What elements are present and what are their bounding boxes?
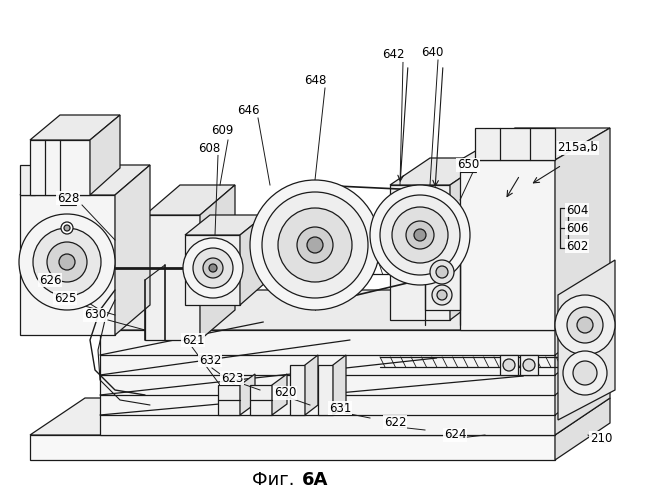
Text: 640: 640 <box>421 46 443 59</box>
Polygon shape <box>240 374 255 415</box>
Circle shape <box>203 258 223 278</box>
Circle shape <box>430 260 454 284</box>
Text: 6А: 6А <box>302 471 328 489</box>
Polygon shape <box>555 128 610 330</box>
Polygon shape <box>20 165 55 195</box>
Polygon shape <box>460 160 555 330</box>
Circle shape <box>406 221 434 249</box>
Text: 215a,b: 215a,b <box>557 142 598 154</box>
Circle shape <box>262 192 368 298</box>
Polygon shape <box>558 260 615 420</box>
Circle shape <box>64 225 70 231</box>
Circle shape <box>370 185 470 285</box>
Polygon shape <box>390 158 490 185</box>
Polygon shape <box>185 235 240 305</box>
Text: 210: 210 <box>590 432 612 444</box>
Text: 602: 602 <box>566 240 589 252</box>
Circle shape <box>209 264 217 272</box>
Polygon shape <box>145 215 200 340</box>
Text: 624: 624 <box>444 428 466 442</box>
Text: 626: 626 <box>39 274 62 286</box>
Circle shape <box>47 242 87 282</box>
Text: 622: 622 <box>384 416 406 428</box>
Circle shape <box>437 290 447 300</box>
Circle shape <box>503 359 515 371</box>
Polygon shape <box>20 165 150 195</box>
Circle shape <box>577 317 593 333</box>
Text: 623: 623 <box>221 372 243 384</box>
Circle shape <box>307 237 323 253</box>
Circle shape <box>414 229 426 241</box>
Polygon shape <box>318 365 333 415</box>
Polygon shape <box>20 195 115 335</box>
Polygon shape <box>30 435 555 460</box>
Circle shape <box>563 351 607 395</box>
Circle shape <box>432 285 452 305</box>
Text: 642: 642 <box>382 48 404 62</box>
Polygon shape <box>218 385 240 415</box>
Text: 606: 606 <box>566 222 589 234</box>
Circle shape <box>573 361 597 385</box>
Text: 630: 630 <box>84 308 106 322</box>
Polygon shape <box>200 185 235 340</box>
Polygon shape <box>305 355 318 415</box>
Polygon shape <box>290 365 305 415</box>
Polygon shape <box>555 290 610 435</box>
Circle shape <box>567 307 603 343</box>
Text: 620: 620 <box>274 386 296 400</box>
Circle shape <box>278 208 352 282</box>
Circle shape <box>193 248 233 288</box>
Text: 621: 621 <box>182 334 205 346</box>
Circle shape <box>380 195 460 275</box>
Polygon shape <box>390 185 450 320</box>
Polygon shape <box>30 140 90 195</box>
Text: 604: 604 <box>566 204 589 216</box>
Polygon shape <box>115 165 150 335</box>
Text: 646: 646 <box>237 104 260 117</box>
Circle shape <box>250 180 380 310</box>
Circle shape <box>297 227 333 263</box>
Polygon shape <box>30 115 120 140</box>
Text: 631: 631 <box>329 402 351 414</box>
Circle shape <box>555 295 615 355</box>
Circle shape <box>436 266 448 278</box>
Polygon shape <box>30 398 610 435</box>
Circle shape <box>392 207 448 263</box>
Polygon shape <box>90 115 120 195</box>
Text: 632: 632 <box>199 354 221 366</box>
Polygon shape <box>145 185 235 215</box>
Polygon shape <box>100 330 555 435</box>
Polygon shape <box>333 355 346 415</box>
Text: 628: 628 <box>57 192 79 204</box>
Polygon shape <box>240 215 265 305</box>
Polygon shape <box>500 355 518 375</box>
Circle shape <box>183 238 243 298</box>
Text: 648: 648 <box>304 74 326 86</box>
Polygon shape <box>555 398 610 460</box>
Text: 625: 625 <box>54 292 76 304</box>
Circle shape <box>61 222 73 234</box>
Polygon shape <box>520 355 538 375</box>
Circle shape <box>33 228 101 296</box>
Polygon shape <box>272 374 287 415</box>
Text: 650: 650 <box>457 158 479 172</box>
Circle shape <box>523 359 535 371</box>
Polygon shape <box>185 215 265 235</box>
Polygon shape <box>425 250 460 310</box>
Text: 608: 608 <box>198 142 220 154</box>
Text: 609: 609 <box>211 124 233 138</box>
Polygon shape <box>250 385 272 415</box>
Polygon shape <box>475 128 555 160</box>
Polygon shape <box>450 158 490 320</box>
Circle shape <box>19 214 115 310</box>
Polygon shape <box>460 128 610 160</box>
Text: Фиг.: Фиг. <box>252 471 300 489</box>
Circle shape <box>59 254 75 270</box>
Polygon shape <box>100 290 610 330</box>
